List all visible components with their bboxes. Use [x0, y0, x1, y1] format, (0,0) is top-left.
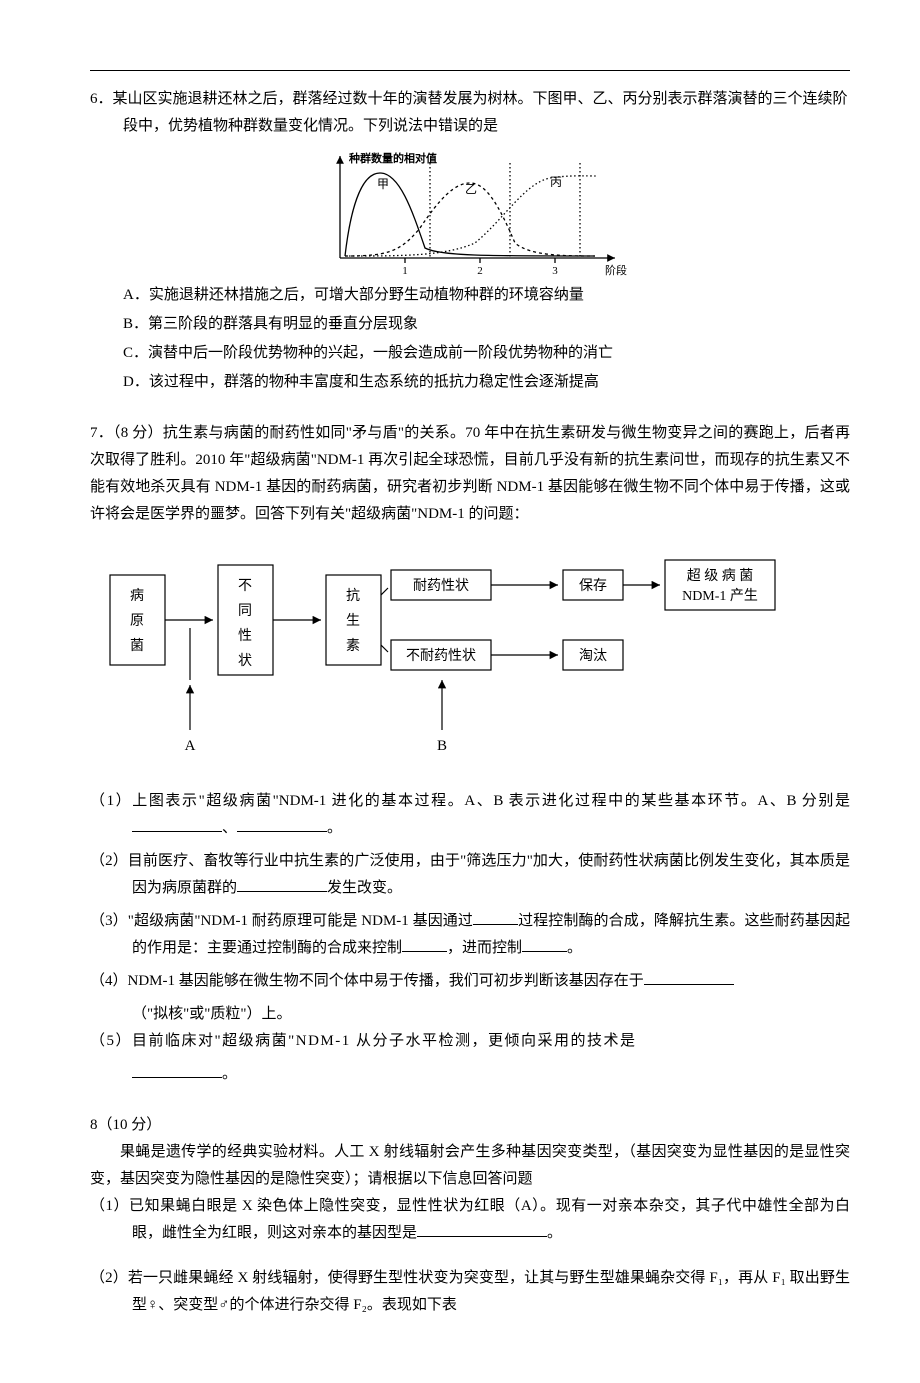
q6-opt-A: A．实施退耕还林措施之后，可增大部分野生动植物种群的环境容纳量: [123, 282, 850, 309]
q6-number: 6．: [90, 91, 113, 107]
q7-sub4: （4）NDM-1 基因能够在微生物不同个体中易于传播，我们可初步判断该基因存在于: [90, 968, 850, 995]
svg-text:菌: 菌: [130, 638, 144, 654]
q7-diagram: 病 原 菌 不 同 性 状 抗 生 素 耐药性状 不耐药性状: [90, 550, 850, 770]
blank: [132, 1062, 222, 1078]
q7-4-pre: （4）NDM-1 基因能够在微生物不同个体中易于传播，我们可初步判断该基因存在于: [90, 973, 644, 989]
curve-label-a: 甲: [377, 177, 389, 191]
tick-3: 3: [552, 265, 558, 277]
succession-chart-svg: 1 2 3 阶段 种群数量的相对值 甲 乙 丙: [305, 148, 635, 278]
blank: [132, 816, 222, 832]
label-A: A: [185, 738, 196, 754]
q7-3-pre: （3）"超级病菌"NDM-1 耐药原理可能是 NDM-1 基因通过: [90, 913, 473, 929]
ndm1-diagram-svg: 病 原 菌 不 同 性 状 抗 生 素 耐药性状 不耐药性状: [100, 550, 790, 770]
q6-opt-D: D．该过程中，群落的物种丰富度和生态系统的抵抗力稳定性会逐渐提高: [123, 369, 850, 396]
node-keep: 保存: [579, 578, 607, 594]
q7-3-mid2: ，进而控制: [447, 940, 522, 956]
curve-label-b: 乙: [465, 182, 477, 196]
q7-5-pre: （5）目前临床对"超级病菌"NDM-1 从分子水平检测，更倾向采用的技术是: [90, 1033, 637, 1049]
curve-label-c: 丙: [550, 175, 562, 189]
q6-opt-C: C．演替中后一阶段优势物种的兴起，一般会造成前一阶段优势物种的消亡: [123, 340, 850, 367]
q7-4-end: （"拟核"或"质粒"）上。: [132, 1006, 292, 1022]
svg-text:素: 素: [346, 638, 360, 654]
q8-1-end: 。: [547, 1225, 562, 1241]
q6-options: A．实施退耕还林措施之后，可增大部分野生动植物种群的环境容纳量 B．第三阶段的群…: [90, 282, 850, 396]
q8-2: （2）若一只雌果蝇经 X 射线辐射，使得野生型性状变为突变型，让其与野生型雄果蝇…: [90, 1270, 850, 1313]
page-rule: [90, 70, 850, 71]
q7-sub1: （1）上图表示"超级病菌"NDM-1 进化的基本过程。A、B 表示进化过程中的某…: [90, 788, 850, 842]
svg-text:原: 原: [130, 614, 144, 629]
x-label: 阶段: [605, 263, 627, 277]
q7-1-pre: （1）上图表示"超级病菌"NDM-1 进化的基本过程。A、B 表示进化过程中的某…: [90, 793, 850, 809]
svg-text:超 级 病 菌: 超 级 病 菌: [687, 568, 754, 584]
label-B: B: [437, 738, 447, 754]
blank: [237, 816, 327, 832]
svg-text:性: 性: [238, 628, 252, 644]
q7-sub5: （5）目前临床对"超级病菌"NDM-1 从分子水平检测，更倾向采用的技术是: [90, 1028, 850, 1055]
q7-1-end: 。: [327, 820, 342, 836]
q8-sub1: （1）已知果蝇白眼是 X 染色体上隐性突变，显性性状为红眼（A）。现有一对亲本杂…: [90, 1193, 850, 1247]
q7-intro: 7．（8 分）抗生素与病菌的耐药性如同"矛与盾"的关系。70 年中在抗生素研发与…: [90, 420, 850, 528]
tick-1: 1: [402, 265, 408, 277]
q7-sub4b: （"拟核"或"质粒"）上。: [90, 1001, 850, 1028]
q7-1-sep: 、: [222, 820, 237, 836]
q6-text: 某山区实施退耕还林之后，群落经过数十年的演替发展为树林。下图甲、乙、丙分别表示群…: [113, 91, 848, 134]
y-label: 种群数量的相对值: [348, 151, 437, 165]
q8-sub2: （2）若一只雌果蝇经 X 射线辐射，使得野生型性状变为突变型，让其与野生型雄果蝇…: [90, 1265, 850, 1319]
svg-text:抗: 抗: [346, 588, 360, 604]
q7-sub2: （2）目前医疗、畜牧等行业中抗生素的广泛使用，由于"筛选压力"加大，使耐药性状病…: [90, 848, 850, 902]
question-8: 8（10 分） 果蝇是遗传学的经典实验材料。人工 X 射线辐射会产生多种基因突变…: [90, 1112, 850, 1319]
q7-2-end: 发生改变。: [327, 880, 402, 896]
q6-chart: 1 2 3 阶段 种群数量的相对值 甲 乙 丙: [90, 148, 850, 278]
blank: [402, 936, 447, 952]
q7-sub5b: 。: [90, 1061, 850, 1088]
node-elim: 淘汰: [579, 648, 607, 664]
q7-2-pre: （2）目前医疗、畜牧等行业中抗生素的广泛使用，由于"筛选压力"加大，使耐药性状病…: [90, 853, 850, 896]
spacer: [90, 1253, 850, 1265]
node-resistant: 耐药性状: [413, 578, 469, 594]
svg-text:病: 病: [130, 588, 144, 604]
question-6: 6．某山区实施退耕还林之后，群落经过数十年的演替发展为树林。下图甲、乙、丙分别表…: [90, 86, 850, 396]
q7-number: 7．（8 分）: [90, 425, 163, 441]
tick-2: 2: [477, 265, 483, 277]
q6-opt-B: B．第三阶段的群落具有明显的垂直分层现象: [123, 311, 850, 338]
blank: [522, 936, 567, 952]
svg-text:同: 同: [238, 604, 252, 619]
q6-stem: 6．某山区实施退耕还林之后，群落经过数十年的演替发展为树林。下图甲、乙、丙分别表…: [90, 86, 850, 140]
node-nonresistant: 不耐药性状: [406, 648, 476, 664]
q8-intro: 果蝇是遗传学的经典实验材料。人工 X 射线辐射会产生多种基因突变类型，（基因突变…: [90, 1139, 850, 1193]
svg-text:不: 不: [238, 579, 252, 594]
question-7: 7．（8 分）抗生素与病菌的耐药性如同"矛与盾"的关系。70 年中在抗生素研发与…: [90, 420, 850, 1088]
blank: [473, 909, 518, 925]
q8-number: 8（10 分）: [90, 1112, 850, 1139]
q7-5-end: 。: [222, 1066, 237, 1082]
svg-text:生: 生: [346, 613, 360, 629]
svg-text:状: 状: [238, 653, 252, 669]
q7-sub3: （3）"超级病菌"NDM-1 耐药原理可能是 NDM-1 基因通过过程控制酶的合…: [90, 908, 850, 962]
blank: [644, 969, 734, 985]
blank: [417, 1221, 547, 1237]
q7-intro-text: 抗生素与病菌的耐药性如同"矛与盾"的关系。70 年中在抗生素研发与微生物变异之间…: [90, 425, 850, 522]
blank: [237, 876, 327, 892]
svg-text:NDM-1 产生: NDM-1 产生: [682, 588, 758, 604]
q7-3-end: 。: [567, 940, 582, 956]
